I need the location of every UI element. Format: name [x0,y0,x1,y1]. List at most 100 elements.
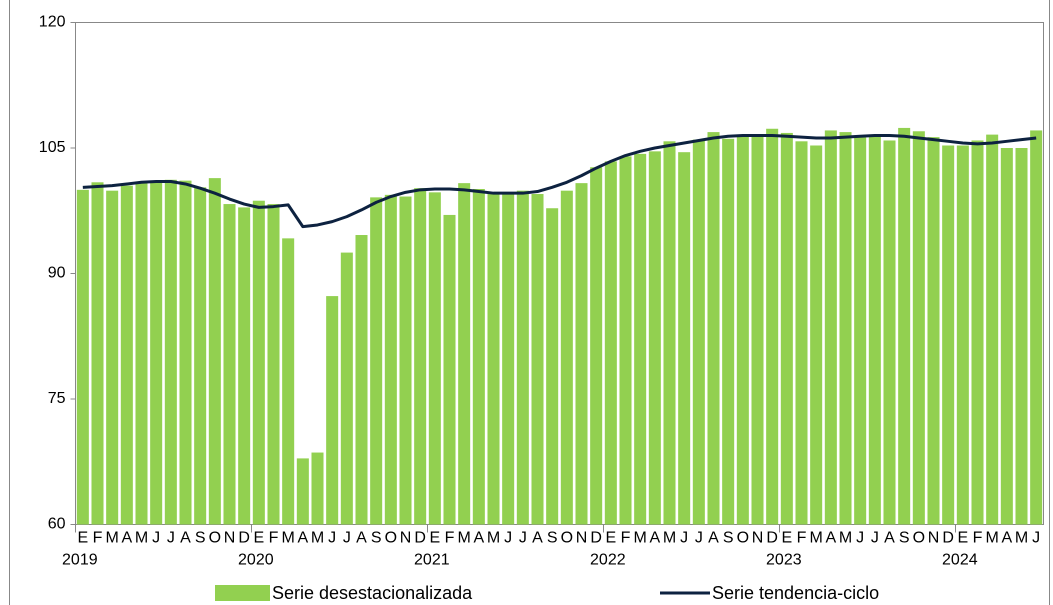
x-tick-label: D [414,530,426,547]
bar [912,131,925,525]
bar [766,128,779,525]
x-tick-label: A [121,530,132,547]
bar [428,192,441,525]
x-tick-label: A [1001,530,1012,547]
x-tick-label: D [238,530,250,547]
bar [502,193,515,525]
bar [179,180,192,525]
x-tick-label: S [195,530,206,547]
bar [810,145,823,525]
x-tick-label: E [605,530,616,547]
x-tick-label: M [663,530,676,547]
bar [604,161,617,525]
x-tick-label: M [1015,530,1028,547]
bar [120,185,133,525]
x-tick-label: F [973,530,983,547]
bar [560,190,573,525]
bar [663,141,676,525]
legend-label: Serie desestacionalizada [272,583,473,603]
x-tick-label: M [986,530,999,547]
x-tick-label: A [649,530,660,547]
x-tick-label: A [180,530,191,547]
x-tick-label: F [269,530,279,547]
bar [340,252,353,525]
bar [590,167,603,525]
x-tick-label: A [532,530,543,547]
x-tick-label: D [942,530,954,547]
bar [1000,148,1013,525]
bar [150,181,163,525]
x-tick-label: M [634,530,647,547]
bar [414,188,427,525]
year-label: 2020 [238,552,274,569]
bar [546,208,559,525]
x-tick-label: N [400,530,412,547]
x-tick-label: A [884,530,895,547]
bar [252,200,265,525]
bar [472,188,485,525]
x-tick-label: O [737,530,749,547]
x-tick-label: M [458,530,471,547]
bar [839,132,852,525]
x-tick-label: O [913,530,925,547]
x-tick-label: J [1032,530,1040,547]
x-tick-label: M [135,530,148,547]
x-tick-label: D [766,530,778,547]
x-tick-label: O [209,530,221,547]
bar [1030,130,1043,525]
bar [927,137,940,525]
bar [986,134,999,525]
x-tick-label: F [621,530,631,547]
x-tick-label: E [253,530,264,547]
bar [722,138,735,525]
x-tick-label: A [708,530,719,547]
bar [399,196,412,525]
bar [282,238,295,525]
x-tick-label: N [224,530,236,547]
bar [487,194,500,525]
bar [898,127,911,525]
x-tick-label: J [519,530,527,547]
x-tick-label: M [810,530,823,547]
year-label: 2019 [62,552,98,569]
x-tick-label: J [856,530,864,547]
y-tick-label: 120 [39,14,66,31]
y-tick-label: 60 [48,516,66,533]
x-tick-label: E [957,530,968,547]
x-tick-label: F [93,530,103,547]
x-tick-label: J [871,530,879,547]
bar [531,194,544,525]
bar [971,140,984,525]
bar [516,190,529,525]
x-tick-label: O [561,530,573,547]
x-tick-label: A [473,530,484,547]
x-tick-label: N [576,530,588,547]
x-tick-label: S [547,530,558,547]
x-tick-label: J [695,530,703,547]
legend-label: Serie tendencia-ciclo [712,583,879,603]
bar [384,194,397,525]
bar [458,183,471,525]
x-tick-label: M [487,530,500,547]
bar [355,235,368,525]
bar [135,183,148,525]
year-label: 2021 [414,552,450,569]
x-tick-label: A [297,530,308,547]
bar [326,296,339,525]
bar [370,197,383,525]
x-tick-label: E [77,530,88,547]
x-tick-label: D [590,530,602,547]
year-label: 2023 [766,552,802,569]
bar [238,207,251,525]
bar [707,132,720,525]
bar [795,141,808,525]
bar [678,152,691,525]
bar [208,178,221,525]
y-tick-label: 90 [48,265,66,282]
bar [296,458,309,525]
x-tick-label: N [928,530,940,547]
x-tick-label: M [839,530,852,547]
x-tick-label: J [504,530,512,547]
x-tick-label: S [723,530,734,547]
